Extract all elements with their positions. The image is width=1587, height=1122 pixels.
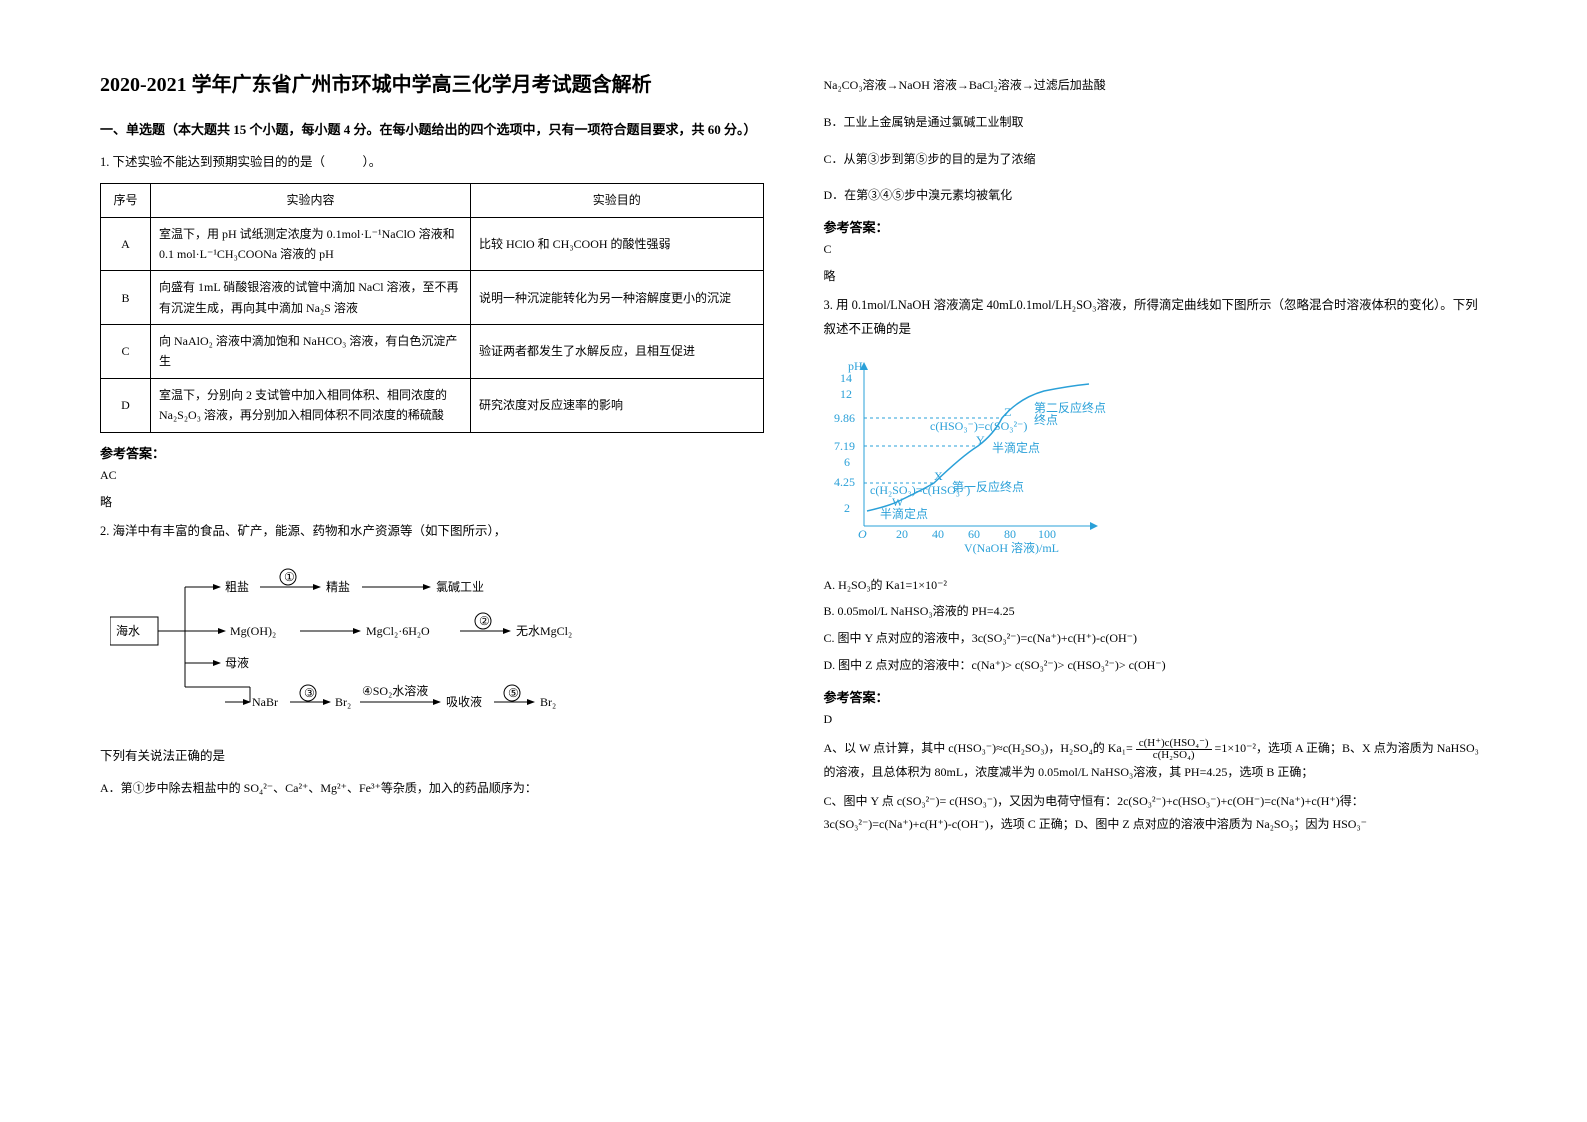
q3-answer: D <box>824 712 1488 727</box>
cell-id: A <box>101 217 151 271</box>
pt-Z: Z <box>1004 405 1011 419</box>
svg-text:6: 6 <box>844 455 850 469</box>
pt-Y: Y <box>976 433 985 447</box>
svg-text:100: 100 <box>1038 527 1056 541</box>
q3-explain2: C、图中 Y 点 c(SO₃²⁻)= c(HSO₃⁻)，又因为电荷守恒有：2c(… <box>824 790 1488 836</box>
svg-text:9.86: 9.86 <box>834 411 855 425</box>
br2b-label: Br₂ <box>540 695 556 709</box>
q1-th-id: 序号 <box>101 184 151 217</box>
q1-stem: 1. 下述实验不能达到预期实验目的的是（ ）。 <box>100 151 764 175</box>
table-row: D 室温下，分别向 2 支试管中加入相同体积、相同浓度的 Na₂S₂O₃ 溶液，… <box>101 378 764 432</box>
svg-text:12: 12 <box>840 387 852 401</box>
cell-id: B <box>101 271 151 325</box>
frac-top: c(H⁺)c(HSO₄⁻) <box>1136 737 1212 750</box>
q2-optA-prefix: A．第①步中除去粗盐中的 SO₄²⁻、Ca²⁺、Mg²⁺、Fe³⁺等杂质，加入的… <box>100 777 764 800</box>
q2-optC: C．从第③步到第⑤步的目的是为了浓缩 <box>824 148 1488 171</box>
flow-svg: 海水 粗盐 ① 精盐 氯碱工业 Mg(OH)₂ MgCl₂·6H₂O ② 无水M… <box>110 557 630 727</box>
section-heading: 一、单选题（本大题共 15 个小题，每小题 4 分。在每小题给出的四个选项中，只… <box>100 118 764 141</box>
circ1: ① <box>284 570 295 584</box>
circ3: ③ <box>304 686 315 700</box>
explain-prefix: A、以 W 点计算，其中 c(HSO₃⁻)≈c(H₂SO₃)，H₂SO₄的 Ka… <box>824 741 1136 755</box>
q2-brief: 略 <box>824 267 1488 284</box>
cell-id: D <box>101 378 151 432</box>
svg-text:40: 40 <box>932 527 944 541</box>
fraction: c(H⁺)c(HSO₄⁻) c(H₂SO₄) <box>1136 737 1212 761</box>
q3-optA: A. H₂SO₃的 Ka1=1×10⁻² <box>824 574 1488 597</box>
q1-table: 序号 实验内容 实验目的 A 室温下，用 pH 试纸测定浓度为 0.1mol·L… <box>100 183 764 433</box>
q2-optB: B．工业上金属钠是通过氯碱工业制取 <box>824 111 1488 134</box>
circ5: ⑤ <box>508 686 519 700</box>
svg-text:2: 2 <box>844 501 850 515</box>
q3-chart: pH 14 12 9.86 7.19 6 4.25 2 W X Y Z c(HS… <box>834 356 1488 560</box>
q3-explain: A、以 W 点计算，其中 c(HSO₃⁻)≈c(H₂SO₃)，H₂SO₄的 Ka… <box>824 737 1488 784</box>
left-column: 2020-2021 学年广东省广州市环城中学高三化学月考试题含解析 一、单选题（… <box>100 70 764 1082</box>
q2-answer: C <box>824 242 1488 257</box>
absorb-label: 吸收液 <box>446 694 482 709</box>
anhyd-label: 无水MgCl₂ <box>516 624 572 638</box>
circ2: ② <box>479 614 490 628</box>
q1-brief: 略 <box>100 493 764 510</box>
table-row: A 室温下，用 pH 试纸测定浓度为 0.1mol·L⁻¹NaClO 溶液和 0… <box>101 217 764 271</box>
mgcl-label: MgCl₂·6H₂O <box>366 624 430 638</box>
svg-text:4.25: 4.25 <box>834 475 855 489</box>
nabr-label: NaBr <box>252 695 278 709</box>
pt-X: X <box>934 469 943 483</box>
mgoh-label: Mg(OH)₂ <box>230 624 276 638</box>
svg-text:60: 60 <box>968 527 980 541</box>
q2-optD: D．在第③④⑤步中溴元素均被氧化 <box>824 184 1488 207</box>
svg-text:7.19: 7.19 <box>834 439 855 453</box>
cell-content: 向 NaAlO₂ 溶液中滴加饱和 NaHCO₃ 溶液，有白色沉淀产生 <box>151 325 471 379</box>
svg-text:80: 80 <box>1004 527 1016 541</box>
frac-bot: c(H₂SO₄) <box>1150 749 1198 761</box>
crude-label: 粗盐 <box>225 580 249 594</box>
titration-curve-svg: pH 14 12 9.86 7.19 6 4.25 2 W X Y Z c(HS… <box>834 356 1114 556</box>
answer-label: 参考答案： <box>824 217 1488 236</box>
q3-optD: D. 图中 Z 点对应的溶液中：c(Na⁺)> c(SO₃²⁻)> c(HSO₃… <box>824 654 1488 677</box>
annot1: c(HSO₃⁻)=c(SO₃²⁻) <box>930 419 1027 433</box>
cell-content: 向盛有 1mL 硝酸银溶液的试管中滴加 NaCl 溶液，至不再有沉淀生成，再向其… <box>151 271 471 325</box>
annot5: c(H₂SO₃)=c(HSO₃⁻) <box>870 483 970 497</box>
svg-text:终点: 终点 <box>1034 412 1058 427</box>
q2-after: 下列有关说法正确的是 <box>100 745 764 769</box>
annot3: 半滴定点 <box>992 440 1040 455</box>
br2a-label: Br₂ <box>335 695 351 709</box>
q3-optB: B. 0.05mol/L NaHSO₃溶液的 PH=4.25 <box>824 600 1488 623</box>
cell-id: C <box>101 325 151 379</box>
q3-optC: C. 图中 Y 点对应的溶液中，3c(SO₃²⁻)=c(Na⁺)+c(H⁺)-c… <box>824 627 1488 650</box>
right-column: Na₂CO₃溶液→NaOH 溶液→BaCl₂溶液→过滤后加盐酸 B．工业上金属钠… <box>824 70 1488 1082</box>
svg-text:O: O <box>858 527 867 541</box>
cell-goal: 比较 HClO 和 CH₃COOH 的酸性强弱 <box>471 217 764 271</box>
seawater-label: 海水 <box>116 623 140 638</box>
q3-stem: 3. 用 0.1mol/LNaOH 溶液滴定 40mL0.1mol/LH₂SO₃… <box>824 294 1488 342</box>
refined-label: 精盐 <box>326 580 350 594</box>
cell-content: 室温下，用 pH 试纸测定浓度为 0.1mol·L⁻¹NaClO 溶液和 0.1… <box>151 217 471 271</box>
table-row: B 向盛有 1mL 硝酸银溶液的试管中滴加 NaCl 溶液，至不再有沉淀生成，再… <box>101 271 764 325</box>
q2-diagram: 海水 粗盐 ① 精盐 氯碱工业 Mg(OH)₂ MgCl₂·6H₂O ② 无水M… <box>110 557 764 731</box>
q1-th-goal: 实验目的 <box>471 184 764 217</box>
q2-optA-cont: Na₂CO₃溶液→NaOH 溶液→BaCl₂溶液→过滤后加盐酸 <box>824 74 1488 97</box>
so2-label: ④SO₂水溶液 <box>362 683 428 698</box>
doc-title: 2020-2021 学年广东省广州市环城中学高三化学月考试题含解析 <box>100 70 764 100</box>
chlor-label: 氯碱工业 <box>436 580 484 594</box>
svg-text:14: 14 <box>840 371 852 385</box>
svg-text:20: 20 <box>896 527 908 541</box>
cell-goal: 研究浓度对反应速率的影响 <box>471 378 764 432</box>
cell-goal: 说明一种沉淀能转化为另一种溶解度更小的沉淀 <box>471 271 764 325</box>
answer-label: 参考答案： <box>824 687 1488 706</box>
table-row: C 向 NaAlO₂ 溶液中滴加饱和 NaHCO₃ 溶液，有白色沉淀产生 验证两… <box>101 325 764 379</box>
q1-th-content: 实验内容 <box>151 184 471 217</box>
q1-answer: AC <box>100 468 764 483</box>
x-axis-label: V(NaOH 溶液)/mL <box>964 540 1059 555</box>
q2-stem: 2. 海洋中有丰富的食品、矿产，能源、药物和水产资源等（如下图所示）， <box>100 520 764 544</box>
answer-label: 参考答案： <box>100 443 764 462</box>
mother-label: 母液 <box>225 655 249 670</box>
cell-content: 室温下，分别向 2 支试管中加入相同体积、相同浓度的 Na₂S₂O₃ 溶液，再分… <box>151 378 471 432</box>
cell-goal: 验证两者都发生了水解反应，且相互促进 <box>471 325 764 379</box>
annot6: 半滴定点 <box>880 506 928 521</box>
